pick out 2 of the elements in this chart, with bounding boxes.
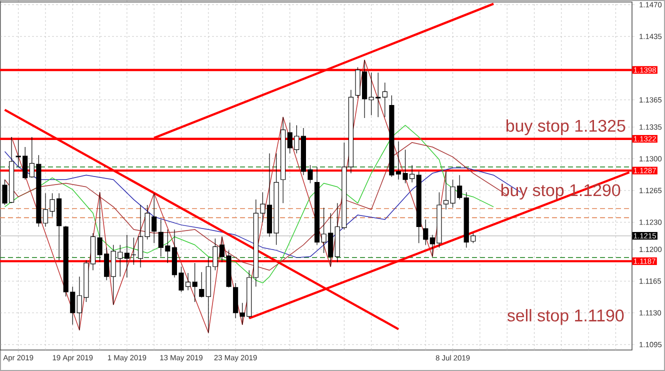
annotation: sell stop 1.1190 — [507, 309, 624, 325]
annotation: buy stop 1.1325 — [506, 119, 626, 136]
